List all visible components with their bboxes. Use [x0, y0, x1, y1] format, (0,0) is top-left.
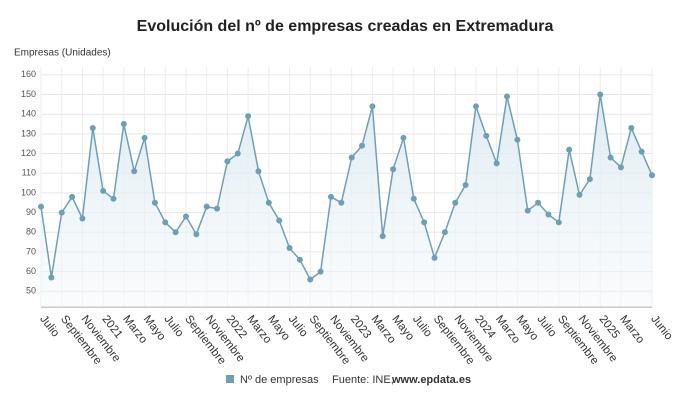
point	[483, 132, 490, 139]
y-tick-label: 110	[22, 168, 36, 178]
point	[224, 158, 231, 165]
point	[452, 199, 459, 206]
legend-label: Nº de empresas	[240, 374, 319, 386]
point	[79, 215, 86, 222]
point	[110, 195, 117, 202]
point	[649, 172, 655, 179]
point	[193, 231, 200, 238]
point	[524, 207, 531, 214]
point	[120, 121, 127, 128]
point	[586, 176, 593, 183]
point	[348, 154, 355, 161]
point	[431, 254, 438, 261]
point	[276, 217, 283, 224]
point	[638, 148, 645, 155]
x-tick-label: Marzo	[617, 313, 646, 346]
y-tick-label: 60	[26, 266, 36, 276]
point	[162, 219, 169, 226]
point	[245, 113, 252, 120]
area	[41, 94, 652, 307]
point	[421, 219, 428, 226]
y-tick-label: 130	[21, 128, 36, 138]
point	[493, 160, 500, 167]
y-tick-label: 70	[26, 246, 36, 256]
point	[338, 199, 345, 206]
point	[410, 195, 417, 202]
point	[131, 168, 138, 175]
source-prefix: Fuente: INE,	[332, 374, 394, 386]
point	[265, 199, 272, 206]
point	[390, 166, 397, 173]
point	[617, 164, 624, 171]
point	[504, 93, 511, 100]
legend-swatch	[226, 375, 234, 383]
point	[182, 213, 189, 220]
y-tick-label: 80	[26, 227, 36, 237]
point	[172, 229, 179, 236]
point	[545, 211, 552, 218]
x-tick-label: Junio	[648, 313, 674, 342]
point	[472, 103, 479, 110]
point	[151, 199, 158, 206]
point	[38, 203, 44, 210]
point	[69, 193, 76, 200]
point	[400, 134, 407, 141]
point	[628, 124, 635, 131]
y-tick-label: 50	[26, 286, 36, 296]
point	[607, 154, 614, 161]
point	[535, 199, 542, 206]
point	[214, 205, 221, 212]
point	[234, 150, 241, 157]
y-tick-label: 90	[26, 207, 36, 217]
y-tick-label: 150	[21, 89, 36, 99]
point	[359, 142, 366, 149]
point	[576, 191, 583, 198]
point	[379, 233, 386, 240]
y-tick-label: 100	[21, 187, 36, 197]
chart-title: Evolución del nº de empresas creadas en …	[137, 18, 554, 35]
y-tick-label: 160	[21, 69, 36, 79]
point	[566, 146, 573, 153]
point	[462, 182, 469, 189]
y-tick-label: 140	[21, 109, 36, 119]
point	[100, 187, 107, 194]
source-site: www.epdata.es	[391, 374, 471, 386]
point	[597, 91, 604, 98]
point	[203, 203, 210, 210]
point	[255, 168, 262, 175]
point	[48, 274, 55, 281]
point	[514, 136, 521, 143]
point	[307, 276, 314, 283]
point	[141, 134, 148, 141]
point	[89, 124, 96, 131]
point	[317, 268, 324, 275]
point	[327, 193, 334, 200]
point	[58, 209, 65, 216]
y-tick-label: 120	[21, 148, 36, 158]
point	[369, 103, 376, 110]
x-tick-label: Julio	[37, 313, 61, 339]
point	[555, 219, 562, 226]
point	[441, 229, 448, 236]
y-axis-label: Empresas (Unidades)	[14, 48, 111, 59]
point	[286, 244, 293, 251]
point	[296, 256, 303, 263]
